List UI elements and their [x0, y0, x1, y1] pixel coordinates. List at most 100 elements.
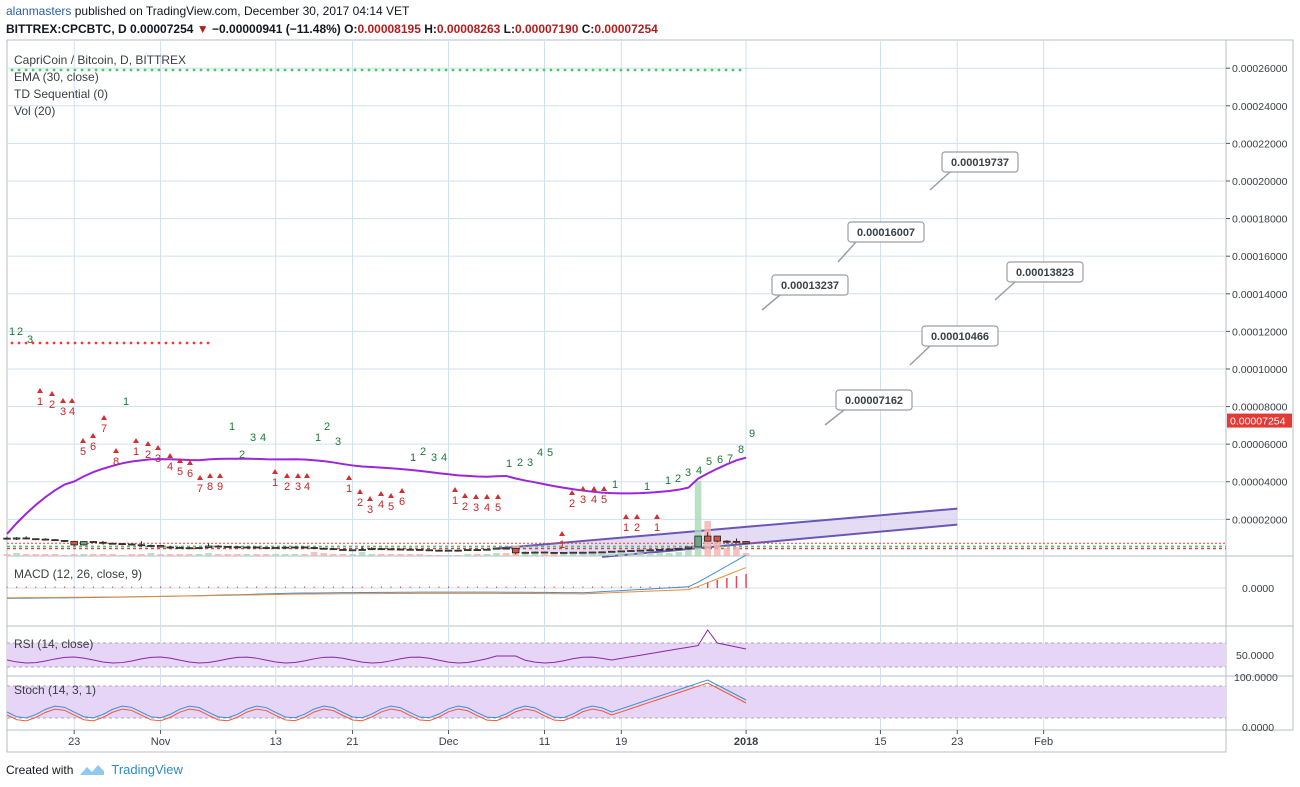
td-resistance-dot	[192, 341, 196, 345]
low-value: 0.00007190	[514, 22, 579, 36]
candle-body	[492, 547, 501, 550]
open-value: 0.00008195	[357, 22, 421, 36]
candle-body	[195, 547, 203, 549]
vol-legend[interactable]: Vol (20)	[14, 104, 56, 118]
td-red-arrow-icon	[484, 494, 490, 499]
td-green-count: 1	[506, 458, 512, 470]
td-red-count: 8	[207, 481, 213, 493]
volume-bar	[531, 553, 539, 556]
td-red-arrow-icon	[569, 490, 575, 495]
td-resistance-dot	[185, 341, 189, 345]
td-red-arrow-icon	[654, 514, 660, 519]
td-resistance-dot	[199, 341, 203, 345]
candle-body	[464, 549, 472, 552]
td-support-dot	[318, 68, 322, 72]
td-support-dot	[402, 68, 406, 72]
td-support-dot	[178, 68, 182, 72]
td-support-dot	[360, 68, 364, 72]
td-support-dot	[563, 68, 567, 72]
time-tick-label: 23	[951, 736, 963, 748]
candle-body	[665, 548, 673, 551]
callout-value: 0.00016007	[857, 227, 915, 239]
td-support-dot	[332, 68, 336, 72]
td-red-count: 3	[155, 453, 161, 465]
td-red-arrow-icon	[187, 460, 193, 465]
volume-bar	[310, 552, 318, 556]
stoch-d-line	[6, 682, 747, 722]
candle-body	[723, 540, 731, 543]
td-red-count: 9	[217, 481, 223, 493]
candle-body	[684, 546, 693, 549]
td-support-dot	[577, 68, 581, 72]
td-green-count: 2	[324, 421, 330, 433]
callout-pointer	[824, 409, 845, 426]
stoch-legend[interactable]: Stoch (14, 3, 1)	[14, 683, 97, 697]
td-green-count: 2	[239, 449, 245, 461]
volume-bar	[339, 554, 347, 556]
td-red-arrow-icon	[601, 486, 607, 491]
volume-bar	[579, 554, 587, 556]
candle-body	[396, 548, 405, 551]
td-support-dot	[122, 68, 126, 72]
macd-signal-line	[6, 567, 747, 599]
volume-bar	[435, 555, 443, 556]
volume-bar	[147, 553, 155, 556]
candle-body	[425, 549, 434, 552]
td-red-arrow-icon	[378, 491, 384, 496]
td-red-arrow-icon	[295, 473, 301, 478]
candle-body	[80, 541, 88, 546]
volume-bar	[214, 554, 222, 556]
volume-bar	[272, 554, 280, 556]
open-label: O:	[344, 22, 358, 36]
candle-body	[713, 535, 721, 542]
td-resistance-dot	[115, 341, 119, 345]
td-resistance-dot	[143, 341, 147, 345]
td-support-dot	[262, 68, 266, 72]
td-legend[interactable]: TD Sequential (0)	[14, 87, 109, 101]
volume-bar	[90, 554, 97, 556]
td-red-count: 4	[591, 494, 597, 506]
td-support-dot	[325, 68, 329, 72]
td-support-dot	[458, 68, 462, 72]
candle-body	[99, 541, 107, 544]
volume-bar	[454, 555, 462, 556]
author-link[interactable]: alanmasters	[6, 4, 72, 18]
td-support-dot	[248, 68, 252, 72]
td-support-dot	[297, 68, 301, 72]
current-price-tag	[1227, 413, 1292, 428]
td-green-count: 3	[27, 334, 33, 346]
macd-legend[interactable]: MACD (12, 26, close, 9)	[14, 567, 143, 581]
td-red-arrow-icon	[357, 489, 363, 494]
volume-bar	[138, 554, 145, 556]
td-support-dot	[157, 68, 161, 72]
td-red-count: 1	[272, 477, 278, 489]
td-support-dot	[661, 68, 665, 72]
td-red-count: 3	[367, 504, 373, 516]
volume-bar	[637, 553, 644, 556]
td-red-count: 1	[452, 495, 458, 507]
td-support-dot	[276, 68, 280, 72]
tradingview-link[interactable]: TradingView	[111, 762, 183, 777]
td-red-count: 4	[378, 499, 384, 511]
time-tick-label: 21	[346, 736, 358, 748]
volume-bar	[406, 554, 414, 556]
td-resistance-dot	[164, 341, 168, 345]
td-support-dot	[206, 68, 210, 72]
td-support-dot	[108, 68, 112, 72]
candle-body	[694, 535, 702, 548]
td-support-dot	[584, 68, 588, 72]
ema-path	[6, 456, 747, 535]
td-red-arrow-icon	[60, 398, 66, 403]
td-support-dot	[479, 68, 483, 72]
ema-legend[interactable]: EMA (30, close)	[14, 70, 99, 84]
main-series-label[interactable]: CapriCoin / Bitcoin, D, BITTREX	[14, 53, 187, 67]
candle-body	[252, 546, 261, 549]
candle-body	[176, 546, 184, 549]
volume-bar	[608, 554, 616, 556]
td-support-dot	[535, 68, 539, 72]
td-support-dot	[451, 68, 455, 72]
candle-body	[147, 545, 155, 547]
td-red-arrow-icon	[101, 415, 107, 420]
rsi-legend[interactable]: RSI (14, close)	[14, 637, 94, 651]
